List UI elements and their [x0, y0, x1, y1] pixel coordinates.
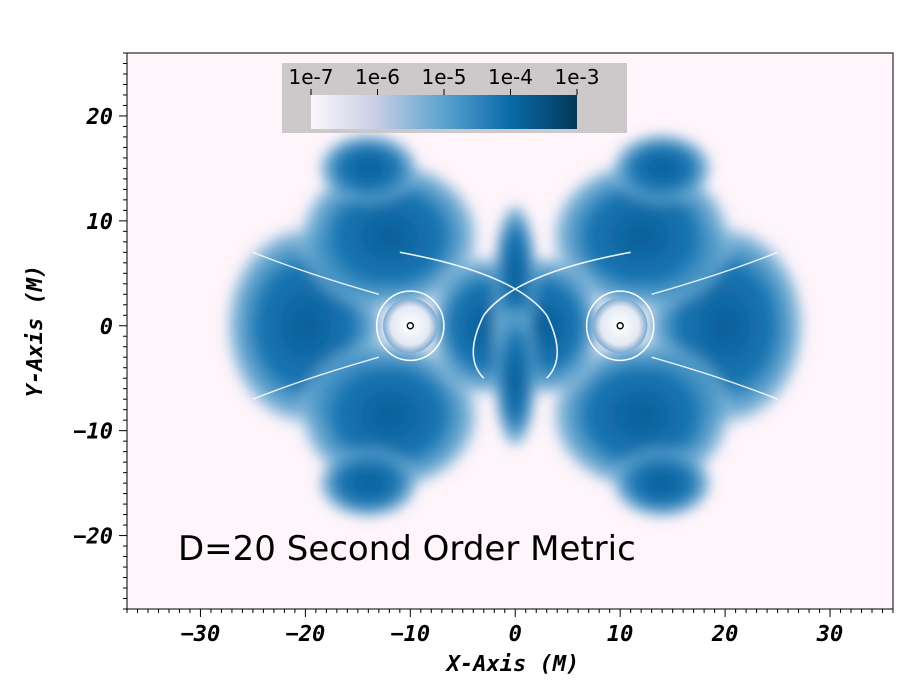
colorbar-tick-label: 1e-6 [355, 65, 400, 89]
x-tick-label: −10 [390, 622, 430, 647]
ring-left [375, 290, 445, 362]
lobe-top-right [609, 131, 715, 206]
x-axis-label: X-Axis (M) [445, 652, 579, 677]
source-point-right [616, 322, 624, 330]
y-tick-label: −20 [73, 525, 113, 550]
y-axis-label: Y-Axis (M) [23, 265, 48, 397]
colorbar-tick-label: 1e-4 [488, 65, 533, 89]
colorbar-tick-label: 1e-5 [422, 65, 467, 89]
separatrix-left [472, 251, 631, 379]
separatrix-outer-bottom-right [651, 356, 778, 400]
lobe-bottom-right [609, 446, 715, 520]
lobe-top-left [315, 131, 421, 206]
axes: −30 −20 −10 0 10 20 30 −20 −10 0 10 20 [73, 52, 894, 647]
field-lobes [221, 131, 810, 520]
lobe-bottom-left [315, 446, 421, 520]
field-pattern [221, 131, 810, 520]
colorbar: 1e-7 1e-6 1e-5 1e-4 1e-3 [282, 63, 627, 133]
colorbar-tick-label: 1e-3 [555, 65, 600, 89]
x-tick-label: 0 [509, 622, 522, 647]
y-tick-label: 20 [86, 105, 114, 130]
x-tick-label: 10 [607, 622, 634, 647]
colorbar-gradient [311, 95, 577, 129]
separatrix-right [399, 251, 558, 379]
separatrix-outer-top-right [651, 251, 778, 295]
y-tick-label: −10 [73, 420, 113, 445]
ring-right [585, 290, 655, 362]
lobe-center-top [492, 199, 539, 347]
separatrix-lines [252, 251, 778, 400]
y-tick-label: 0 [100, 315, 113, 340]
x-tick-label: 20 [711, 622, 739, 647]
x-tick-label: −30 [181, 622, 221, 647]
lobe-center-bottom [492, 304, 539, 452]
source-point-left [406, 322, 415, 330]
separatrix-outer-bottom-left [252, 356, 380, 400]
y-tick-label: 10 [87, 210, 114, 235]
x-tick-label: 30 [816, 622, 844, 647]
colorbar-tick-label: 1e-7 [289, 65, 334, 89]
separatrix-outer-top-left [252, 251, 380, 295]
x-tick-label: −20 [286, 622, 326, 647]
annotation-text: D=20 Second Order Metric [178, 529, 636, 569]
